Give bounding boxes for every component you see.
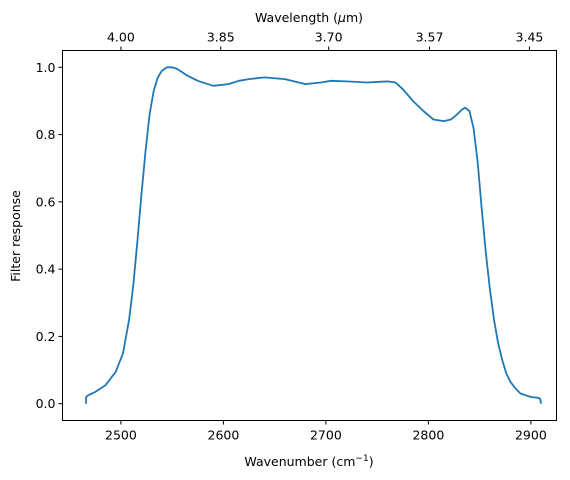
y-tick-label: 0.4 <box>36 262 56 277</box>
y-tick-label: 0.8 <box>36 127 56 142</box>
x-tick-label: 2500 <box>105 428 137 443</box>
top-tick-label: 3.45 <box>516 30 544 45</box>
x-tick-label: 2900 <box>515 428 547 443</box>
y-tick-label: 1.0 <box>36 60 56 75</box>
top-axis-title: Wavelength (μm) <box>255 10 363 25</box>
y-axis-title: Filter response <box>8 190 23 282</box>
y-axis-ticks: 0.0 0.2 0.4 0.6 0.8 1.0 <box>36 60 63 411</box>
top-tick-label: 3.70 <box>315 30 343 45</box>
x-tick-label: 2800 <box>412 428 444 443</box>
series-line <box>85 66 542 404</box>
x-axis-ticks: 2500 2600 2700 2800 2900 <box>105 420 547 443</box>
y-tick-label: 0.6 <box>36 194 56 209</box>
top-tick-label: 4.00 <box>107 30 135 45</box>
x-tick-label: 2600 <box>208 428 240 443</box>
top-axis-ticks: 4.00 3.85 3.70 3.57 3.45 <box>107 30 543 51</box>
plot-frame <box>62 50 557 421</box>
top-tick-label: 3.85 <box>207 30 235 45</box>
y-tick-label: 0.0 <box>36 396 56 411</box>
x-tick-label: 2700 <box>310 428 342 443</box>
y-tick-label: 0.2 <box>36 329 56 344</box>
plot-area <box>62 50 557 421</box>
x-axis-title: Wavenumber (cm−1) <box>244 454 373 469</box>
top-tick-label: 3.57 <box>416 30 444 45</box>
